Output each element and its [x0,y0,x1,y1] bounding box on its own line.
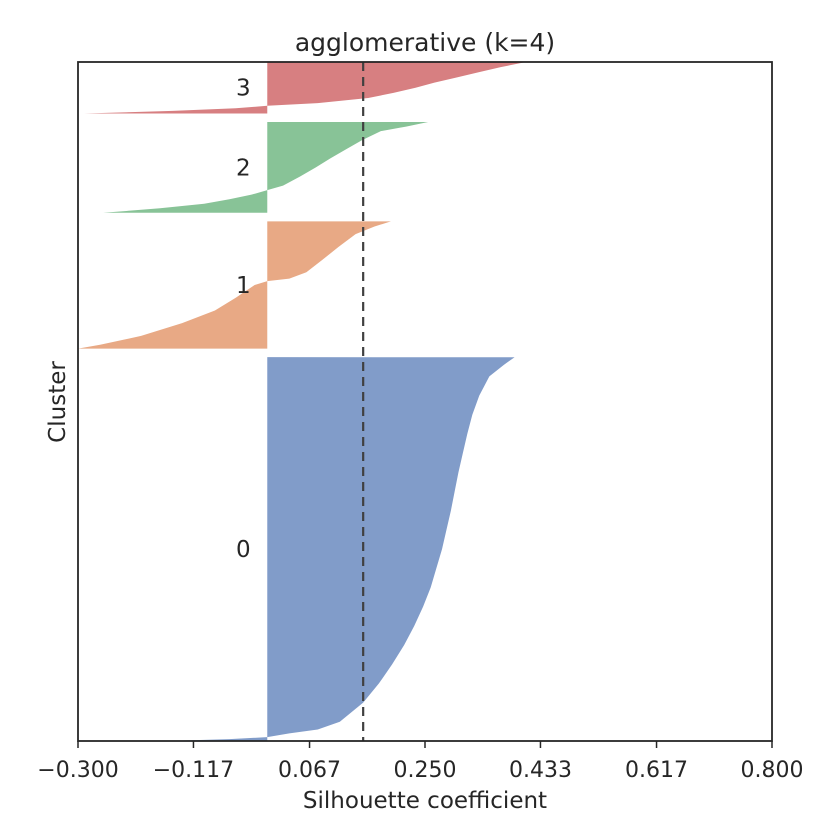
cluster-0-silhouette [166,357,515,741]
cluster-label-3: 3 [236,76,251,102]
cluster-label-0: 0 [236,537,251,563]
x-tick-label: 0.433 [509,758,572,783]
cluster-label-1: 1 [236,273,251,299]
x-tick-label: 0.617 [625,758,688,783]
cluster-2-silhouette [103,122,429,213]
x-tick-label: 0.067 [278,758,341,783]
x-tick-label: −0.117 [153,758,234,783]
cluster-label-2: 2 [236,155,251,181]
x-axis: −0.300 −0.117 0.067 0.250 0.433 0.617 0.800 [37,741,803,783]
x-tick-label: −0.300 [37,758,118,783]
x-axis-label: Silhouette coefficient [303,788,547,814]
plot-area [78,62,526,741]
cluster-3-silhouette [84,62,526,114]
x-tick-label: 0.800 [741,758,804,783]
x-tick-label: 0.250 [394,758,457,783]
chart-title: agglomerative (k=4) [295,28,555,57]
y-axis-label: Cluster [45,361,71,443]
cluster-1-silhouette [78,221,391,349]
cluster-labels: 0 1 2 3 [236,76,251,563]
